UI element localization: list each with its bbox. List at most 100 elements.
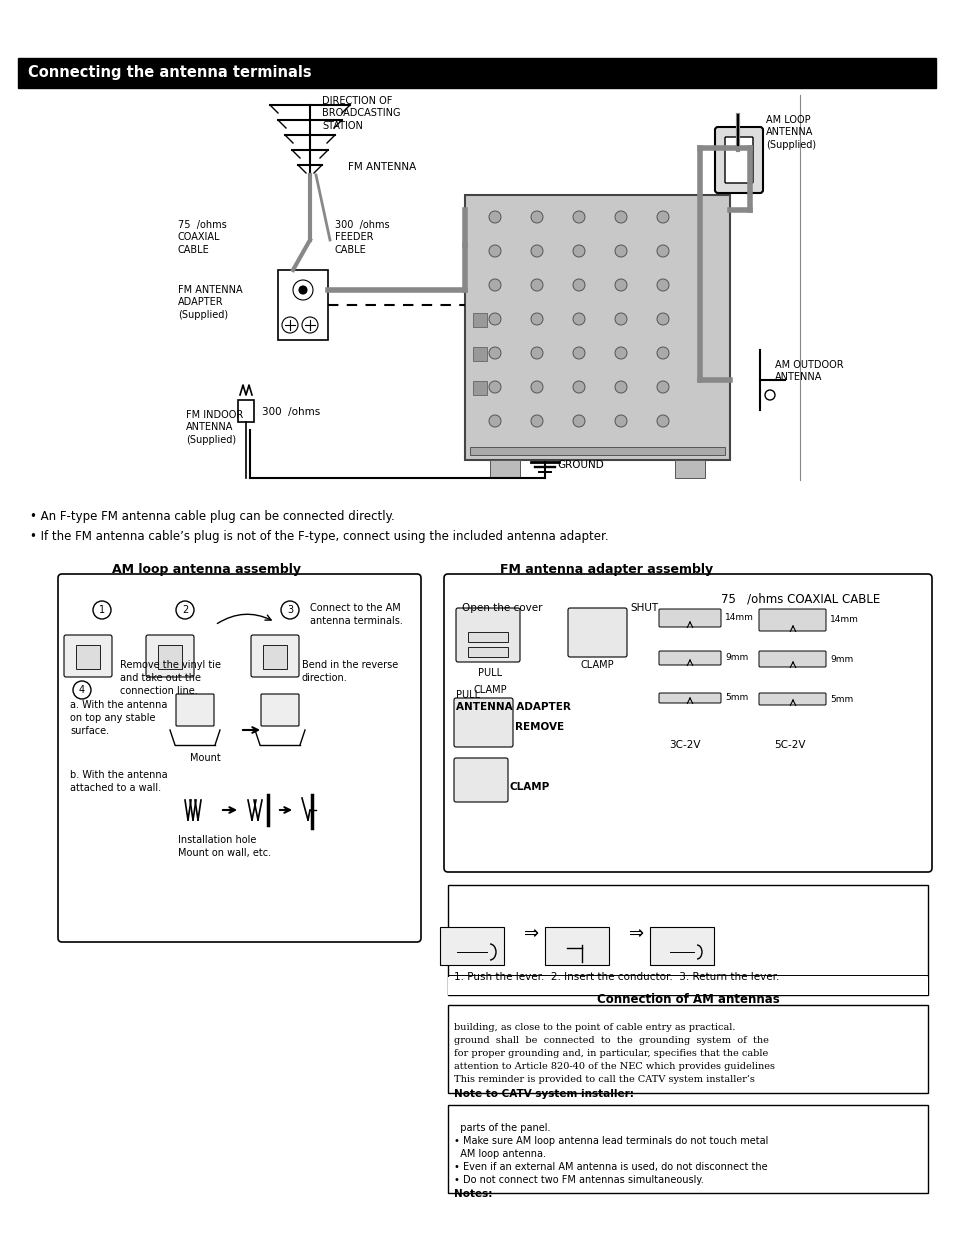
Bar — [277, 270, 328, 340]
Text: This reminder is provided to call the CATV system installer’s: This reminder is provided to call the CA… — [454, 1075, 754, 1084]
Text: 5mm: 5mm — [724, 694, 747, 703]
Text: AM loop antenna.: AM loop antenna. — [454, 1149, 545, 1159]
Text: • An F-type FM antenna cable plug can be connected directly.: • An F-type FM antenna cable plug can be… — [30, 510, 395, 523]
Text: 14mm: 14mm — [724, 614, 753, 622]
FancyBboxPatch shape — [58, 574, 420, 943]
Circle shape — [489, 280, 500, 291]
Text: 300  /ohms
FEEDER
CABLE: 300 /ohms FEEDER CABLE — [335, 220, 389, 255]
Circle shape — [615, 381, 626, 393]
Circle shape — [573, 381, 584, 393]
Text: Open the cover: Open the cover — [461, 602, 542, 614]
Circle shape — [615, 348, 626, 359]
FancyBboxPatch shape — [456, 609, 519, 662]
Text: AM OUTDOOR
ANTENNA: AM OUTDOOR ANTENNA — [774, 360, 842, 382]
Text: Connecting the antenna terminals: Connecting the antenna terminals — [28, 66, 312, 80]
Bar — [448, 1105, 927, 1192]
Circle shape — [657, 212, 668, 223]
Circle shape — [73, 682, 91, 699]
Text: SHUT: SHUT — [629, 602, 658, 614]
Circle shape — [293, 280, 313, 301]
Text: 75   /ohms COAXIAL CABLE: 75 /ohms COAXIAL CABLE — [720, 593, 879, 605]
Circle shape — [573, 212, 584, 223]
Circle shape — [615, 212, 626, 223]
Circle shape — [657, 280, 668, 291]
Circle shape — [489, 414, 500, 427]
Text: 300  /ohms: 300 /ohms — [262, 407, 320, 417]
FancyBboxPatch shape — [544, 927, 608, 965]
Bar — [675, 460, 704, 477]
Text: REMOVE: REMOVE — [515, 722, 563, 732]
Bar — [473, 381, 486, 395]
Text: • Do not connect two FM antennas simultaneously.: • Do not connect two FM antennas simulta… — [454, 1175, 703, 1185]
Circle shape — [489, 245, 500, 257]
FancyBboxPatch shape — [659, 651, 720, 666]
Text: attention to Article 820-40 of the NEC which provides guidelines: attention to Article 820-40 of the NEC w… — [454, 1063, 774, 1071]
Text: • Make sure AM loop antenna lead terminals do not touch metal: • Make sure AM loop antenna lead termina… — [454, 1136, 767, 1145]
Text: AM LOOP
ANTENNA
(Supplied): AM LOOP ANTENNA (Supplied) — [765, 115, 815, 150]
Text: • Even if an external AM antenna is used, do not disconnect the: • Even if an external AM antenna is used… — [454, 1162, 767, 1171]
Circle shape — [531, 381, 542, 393]
Text: FM ANTENNA
ADAPTER
(Supplied): FM ANTENNA ADAPTER (Supplied) — [178, 285, 242, 320]
Text: PULL: PULL — [456, 690, 479, 700]
Circle shape — [573, 313, 584, 325]
Text: FM INDOOR
ANTENNA
(Supplied): FM INDOOR ANTENNA (Supplied) — [186, 409, 243, 445]
Text: DIRECTION OF
BROADCASTING
STATION: DIRECTION OF BROADCASTING STATION — [322, 96, 400, 131]
Circle shape — [302, 317, 317, 333]
FancyBboxPatch shape — [759, 609, 825, 631]
Text: CLAMP: CLAMP — [579, 661, 614, 670]
FancyBboxPatch shape — [454, 698, 513, 747]
Text: ⇒: ⇒ — [524, 925, 539, 943]
Bar — [468, 647, 507, 657]
FancyBboxPatch shape — [649, 927, 713, 965]
Text: Installation hole
Mount on wall, etc.: Installation hole Mount on wall, etc. — [178, 835, 271, 857]
Text: building, as close to the point of cable entry as practical.: building, as close to the point of cable… — [454, 1023, 735, 1032]
Circle shape — [615, 280, 626, 291]
Text: 9mm: 9mm — [724, 653, 747, 663]
Bar — [470, 447, 724, 455]
Bar — [263, 644, 287, 669]
Text: 1. Push the lever.  2. Insert the conductor.  3. Return the lever.: 1. Push the lever. 2. Insert the conduct… — [454, 972, 779, 982]
Text: AM loop antenna assembly: AM loop antenna assembly — [112, 563, 301, 576]
Circle shape — [281, 601, 298, 618]
Text: 14mm: 14mm — [829, 616, 858, 625]
Circle shape — [657, 245, 668, 257]
Circle shape — [489, 348, 500, 359]
Bar — [473, 348, 486, 361]
Text: for proper grounding and, in particular, specifies that the cable: for proper grounding and, in particular,… — [454, 1049, 767, 1058]
Circle shape — [531, 212, 542, 223]
Bar — [76, 644, 100, 669]
Text: GROUND: GROUND — [557, 460, 603, 470]
Circle shape — [531, 280, 542, 291]
Text: a. With the antenna
on top any stable
surface.: a. With the antenna on top any stable su… — [70, 700, 167, 736]
FancyBboxPatch shape — [64, 635, 112, 677]
Text: Connect to the AM
antenna terminals.: Connect to the AM antenna terminals. — [310, 602, 402, 626]
Circle shape — [764, 390, 774, 400]
Circle shape — [92, 601, 111, 618]
Circle shape — [615, 245, 626, 257]
Text: 5mm: 5mm — [829, 694, 852, 704]
Circle shape — [573, 245, 584, 257]
FancyBboxPatch shape — [454, 758, 507, 802]
Text: CLAMP: CLAMP — [510, 782, 550, 792]
FancyBboxPatch shape — [146, 635, 193, 677]
Text: Mount: Mount — [190, 753, 220, 763]
FancyBboxPatch shape — [175, 694, 213, 726]
Circle shape — [657, 313, 668, 325]
Text: ground  shall  be  connected  to  the  grounding  system  of  the: ground shall be connected to the groundi… — [454, 1037, 768, 1045]
Circle shape — [298, 286, 307, 294]
Text: 1: 1 — [99, 605, 105, 615]
FancyBboxPatch shape — [759, 651, 825, 667]
Text: ANTENNA ADAPTER: ANTENNA ADAPTER — [456, 703, 570, 713]
Circle shape — [531, 348, 542, 359]
Circle shape — [489, 381, 500, 393]
FancyBboxPatch shape — [439, 927, 503, 965]
Bar — [448, 884, 927, 995]
Circle shape — [573, 414, 584, 427]
Circle shape — [657, 414, 668, 427]
Text: b. With the antenna
attached to a wall.: b. With the antenna attached to a wall. — [70, 769, 168, 793]
Circle shape — [657, 381, 668, 393]
Bar — [473, 313, 486, 327]
Text: 3C-2V: 3C-2V — [669, 740, 700, 750]
Bar — [464, 195, 729, 460]
Text: PULL: PULL — [477, 668, 501, 678]
